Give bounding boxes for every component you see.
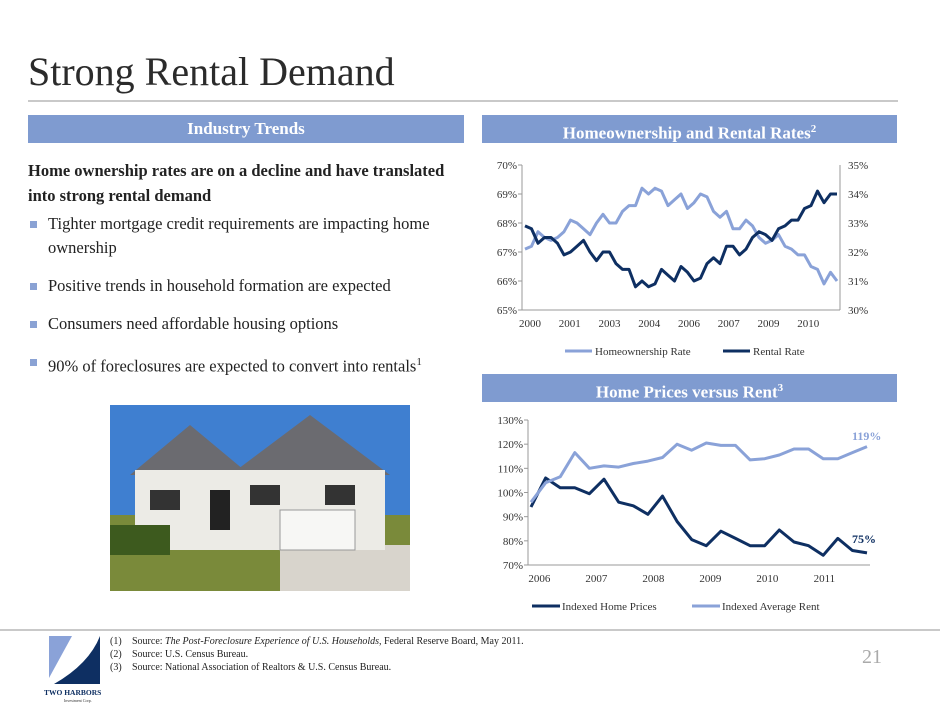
y-right-tick-label: 33% <box>848 218 868 230</box>
home-prices-header: Home Prices versus Rent3 <box>482 374 897 402</box>
series-line-rental-rate <box>524 189 837 289</box>
y-tick-label: 100% <box>497 488 523 500</box>
price-end-annotation: 75% <box>852 532 876 546</box>
y-tick-label: 70% <box>503 560 523 572</box>
two-harbors-logo: TWO HARBORS Investment Corp. <box>44 636 101 703</box>
homeownership-rental-chart: 65% 66% 67% 68% 69% 70% 30% 31% 32% 33% 34% 35% 2000… <box>497 160 868 358</box>
rent-end-annotation: 119% <box>852 429 881 443</box>
footnote-title: The Post-Foreclosure Experience of U.S. … <box>165 636 382 647</box>
footnote-ref: 3 <box>777 382 784 394</box>
home-prices-rent-chart: 70% 80% 90% 100% 110% 120% 130% 2006 2007 2008 200… <box>497 415 881 613</box>
y-right-tick-label: 34% <box>848 189 868 201</box>
x-tick-label: 2003 <box>598 318 621 330</box>
page-number: 21 <box>862 646 882 668</box>
x-tick-label: 2004 <box>638 318 661 330</box>
page-title: Strong Rental Demand <box>28 49 395 94</box>
footer-divider <box>0 629 940 631</box>
legend-homeownership-label: Homeownership Rate <box>595 346 691 358</box>
bullet-item: Tighter mortgage credit requirements are… <box>28 212 448 260</box>
footnote-number: (2) <box>110 649 122 660</box>
y-tick-label: 66% <box>497 276 517 288</box>
footnote: (3) Source: National Association of Realt… <box>110 661 524 674</box>
title-divider <box>28 100 898 102</box>
series-line-homeownership-rate <box>524 186 839 286</box>
y-tick-label: 130% <box>497 415 523 427</box>
y-right-tick-label: 32% <box>848 247 868 259</box>
home-prices-header-text: Home Prices versus Rent <box>595 382 778 402</box>
y-tick-label: 90% <box>503 512 523 524</box>
y-tick-label: 110% <box>498 463 523 475</box>
footnote: (2) Source: U.S. Census Bureau. <box>110 648 524 661</box>
footnote-label: Source: <box>132 636 163 647</box>
x-tick-label: 2001 <box>559 318 581 330</box>
x-tick-label: 2000 <box>519 318 542 330</box>
x-tick-label: 2007 <box>718 318 741 330</box>
legend-rent-label: Indexed Average Rent <box>722 601 820 613</box>
y-tick-label: 68% <box>497 218 517 230</box>
x-tick-label: 2006 <box>528 573 551 585</box>
bullet-text: 90% of foreclosures are expected to conv… <box>48 356 417 376</box>
logo-sub: Investment Corp. <box>64 698 92 703</box>
logo-name: TWO HARBORS <box>44 688 101 697</box>
series-line-indexed-home-prices <box>529 476 868 557</box>
x-tick-label: 2011 <box>814 573 836 585</box>
y-right-tick-label: 35% <box>848 160 868 172</box>
y-tick-label: 67% <box>497 247 517 259</box>
footnote-label: Source: <box>132 649 163 660</box>
x-tick-label: 2009 <box>757 318 780 330</box>
x-tick-label: 2010 <box>797 318 820 330</box>
footnote-text: Federal Reserve Board, May 2011. <box>381 636 524 647</box>
footnote: (1) Source: The Post-Foreclosure Experien… <box>110 635 524 648</box>
footnote-text: National Association of Realtors & U.S. … <box>165 662 392 673</box>
footnotes: (1) Source: The Post-Foreclosure Experien… <box>110 635 524 674</box>
x-tick-label: 2009 <box>699 573 722 585</box>
lead-text: Home ownership rates are on a decline an… <box>28 161 445 205</box>
x-tick-label: 2006 <box>678 318 701 330</box>
series-line-indexed-average-rent <box>529 441 868 504</box>
legend-prices-label: Indexed Home Prices <box>562 601 657 613</box>
homeownership-header: Homeownership and Rental Rates2 <box>482 115 897 143</box>
footnote-ref: 2 <box>810 123 817 135</box>
footnote-text: U.S. Census Bureau. <box>165 649 249 660</box>
legend-rental-label: Rental Rate <box>753 346 805 358</box>
bullet-item: Consumers need affordable housing option… <box>28 312 448 336</box>
y-right-tick-label: 30% <box>848 305 868 317</box>
footnote-number: (3) <box>110 662 122 673</box>
industry-trends-header: Industry Trends <box>28 115 464 143</box>
footnote-number: (1) <box>110 636 122 647</box>
y-tick-label: 120% <box>497 439 523 451</box>
y-right-tick-label: 31% <box>848 276 868 288</box>
bullet-item: 90% of foreclosures are expected to conv… <box>28 350 448 379</box>
y-tick-label: 65% <box>497 305 517 317</box>
y-tick-label: 69% <box>497 189 517 201</box>
footnote-label: Source: <box>132 662 163 673</box>
homeownership-header-text: Homeownership and Rental Rates <box>562 123 811 143</box>
bullet-list: Tighter mortgage credit requirements are… <box>28 212 448 393</box>
x-tick-label: 2010 <box>756 573 779 585</box>
x-tick-label: 2007 <box>585 573 608 585</box>
y-tick-label: 70% <box>497 160 517 172</box>
footnote-ref: 1 <box>416 356 422 368</box>
house-photo <box>110 405 410 591</box>
x-tick-label: 2008 <box>642 573 665 585</box>
bullet-item: Positive trends in household formation a… <box>28 274 448 298</box>
y-tick-label: 80% <box>503 536 523 548</box>
